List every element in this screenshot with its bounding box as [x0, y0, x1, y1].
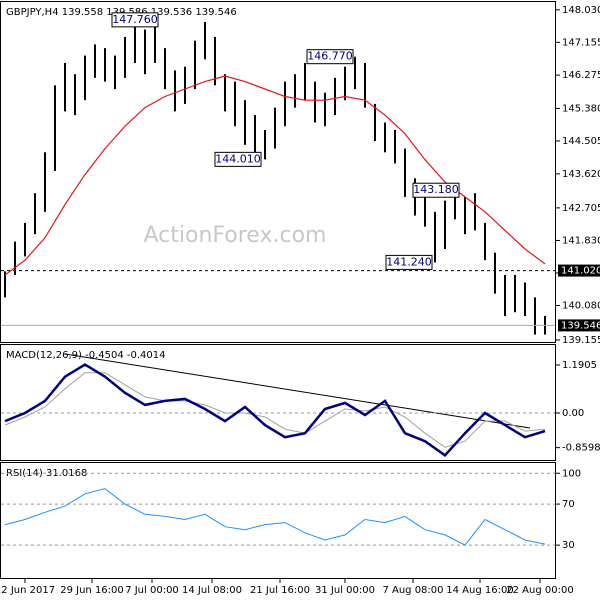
panel-title: RSI(14) 31.0168 [6, 468, 87, 479]
level-label-box [558, 319, 600, 332]
annotation-box [214, 151, 262, 167]
level-label: 141.020 [561, 266, 600, 277]
x-tick-label: 7 Jul 00:00 [125, 585, 179, 596]
macd-line [4, 363, 546, 457]
annotation: 144.010 [215, 152, 261, 165]
y-tick-label: 147.155 [562, 37, 600, 48]
watermark: ActionForex.com [144, 223, 327, 248]
annotation: 146.770 [307, 50, 353, 63]
y-tick-label: 145.380 [562, 103, 600, 114]
price-panel [0, 1, 556, 343]
x-tick-label: 29 Jun 16:00 [60, 585, 124, 596]
annotation-box [385, 254, 433, 270]
macd-panel [0, 344, 556, 461]
rsi-panel [0, 462, 556, 579]
annotation-box [306, 49, 354, 65]
panel-title: MACD(12,26,9) -0.4504 -0.4014 [6, 350, 166, 361]
y-tick-label: 148.030 [562, 5, 600, 16]
y-tick-label: 70 [562, 499, 575, 510]
x-tick-label: 14 Aug 16:00 [446, 585, 513, 596]
rsi-line [4, 488, 546, 546]
y-tick-label: -0.8598 [562, 443, 600, 454]
level-label: 139.546 [561, 320, 600, 331]
y-tick-label: 100 [562, 468, 581, 479]
x-tick-label: 22 Aug 00:00 [506, 585, 573, 596]
x-tick-label: 21 Jul 16:00 [250, 585, 310, 596]
y-tick-label: 0.00 [562, 408, 584, 419]
y-tick-label: 140.080 [562, 301, 600, 312]
y-tick-label: 1.1905 [562, 360, 597, 371]
y-tick-label: 139.155 [562, 335, 600, 346]
y-tick-label: 30 [562, 540, 575, 551]
annotation: 141.240 [386, 255, 432, 268]
annotation: 147.760 [112, 13, 158, 26]
y-tick-label: 144.505 [562, 136, 600, 147]
annotation-box [412, 182, 460, 198]
level-label-box [558, 264, 600, 277]
x-tick-label: 14 Jul 08:00 [182, 585, 242, 596]
y-tick-label: 143.620 [562, 169, 600, 180]
x-tick-label: 31 Jul 00:00 [315, 585, 375, 596]
x-tick-label: 7 Aug 08:00 [382, 585, 443, 596]
annotation-box [111, 12, 159, 28]
annotation: 143.180 [413, 183, 459, 196]
y-tick-label: 146.275 [562, 70, 600, 81]
y-tick-label: 141.830 [562, 235, 600, 246]
x-tick-label: 22 Jun 2017 [0, 585, 55, 596]
trend-line [64, 353, 531, 429]
y-tick-label: 142.705 [562, 203, 600, 214]
